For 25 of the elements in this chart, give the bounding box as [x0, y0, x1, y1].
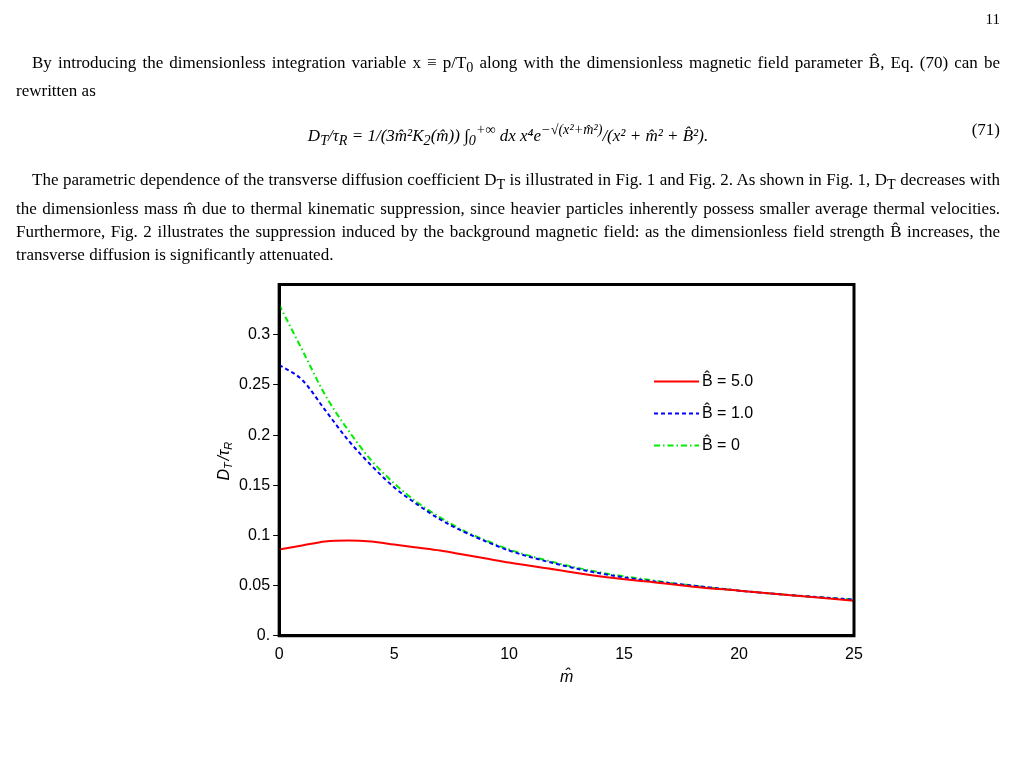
y-tick-label: 0.25 — [239, 375, 271, 393]
text: 11 — [984, 10, 1000, 29]
text: By introducing the dimensionless integration variable x ≡ p/T$_{0}$ along with the dimensionless magnetic field parameter B̂, Eq. (70) can be rewritten as — [16, 53, 1000, 101]
x-tick-label: 25 — [845, 644, 863, 662]
x-tick-label: 10 — [500, 644, 519, 662]
y-tick-label: 0.3 — [247, 325, 271, 343]
text: D$_{T}$/τ$_{R}$ = 1/(3m̂²K$_{2}$(m̂)) ∫$_{0}$$^{+∞}$ dx x⁴e$^{−√(x²+m̂²)}$/(x² + m̂² + B̂²). — [307, 121, 709, 149]
text: The parametric dependence of the transverse diffusion coefficient D$_{T}$ is illustrated in Fig. 1 and Fig. 2. As shown in Fig. 1, D$_{T}$ decreases with the dimensionless mass m̂ due to thermal kinematic suppression, since heavier particles inherently possess smaller average thermal velocities. Furthermore, Fig. 2 illustrates the suppression induced by the background magnetic field: as the dimensionless field strength B̂ increases, the transverse diffusion is significantly attenuated. — [16, 169, 1000, 266]
y-tick-label: 0.05 — [239, 575, 271, 593]
x-axis-title: m̂ — [559, 666, 574, 686]
x-tick-label: 5 — [389, 644, 399, 662]
y-tick-label: 0.15 — [239, 475, 271, 493]
x-tick-label: 0 — [274, 644, 284, 662]
legend-label: B̂ = 1.0 — [702, 402, 754, 421]
legend-label: B̂ = 0 — [702, 434, 740, 453]
text: (71) — [971, 119, 1000, 142]
x-tick-label: 15 — [615, 644, 634, 662]
y-axis-title: DT/τR — [214, 441, 234, 481]
x-tick-label: 20 — [730, 644, 749, 662]
y-tick-label: 0. — [256, 626, 271, 644]
line-series — [279, 539, 854, 602]
legend-label: B̂ = 5.0 — [702, 370, 754, 389]
y-tick-label: 0.2 — [247, 425, 271, 443]
line-series — [279, 363, 854, 601]
y-tick-label: 0.1 — [247, 525, 271, 543]
